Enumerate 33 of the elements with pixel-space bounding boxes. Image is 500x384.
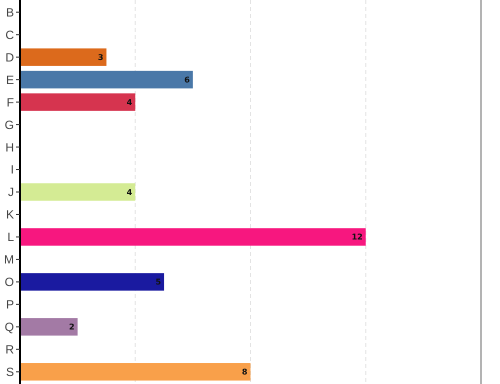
data-label: 4: [126, 188, 133, 197]
y-tick-label: D: [5, 50, 14, 64]
y-tick-label: H: [5, 140, 14, 154]
y-tick-label: Q: [4, 320, 14, 334]
bar: [20, 48, 106, 66]
y-tick-label: I: [10, 162, 14, 177]
y-tick-label: P: [6, 298, 14, 312]
bar: [20, 318, 78, 336]
y-tick-label: S: [6, 364, 14, 379]
y-tick-label: C: [5, 28, 14, 42]
bar: [20, 228, 366, 246]
data-label: 3: [98, 52, 104, 62]
y-tick-label: K: [6, 208, 14, 222]
bar: [20, 93, 136, 111]
y-tick-label: R: [5, 342, 14, 357]
data-label: 5: [155, 278, 162, 287]
data-label: 4: [126, 98, 133, 107]
y-tick-label: F: [6, 95, 14, 110]
data-label: 12: [352, 232, 363, 242]
y-tick-label: L: [7, 230, 14, 244]
y-tick-label: O: [4, 275, 14, 290]
y-tick-label: B: [6, 5, 14, 20]
data-label: 8: [242, 368, 248, 377]
bar: [20, 363, 250, 381]
bar: [20, 273, 164, 291]
data-label: 6: [184, 75, 190, 84]
y-tick-label: M: [4, 252, 14, 267]
data-label: 2: [69, 322, 75, 332]
y-tick-label: J: [8, 185, 14, 200]
y-tick-label: G: [4, 118, 14, 132]
bar: [20, 183, 136, 201]
y-tick-label: E: [6, 72, 14, 87]
bar: [20, 70, 193, 88]
